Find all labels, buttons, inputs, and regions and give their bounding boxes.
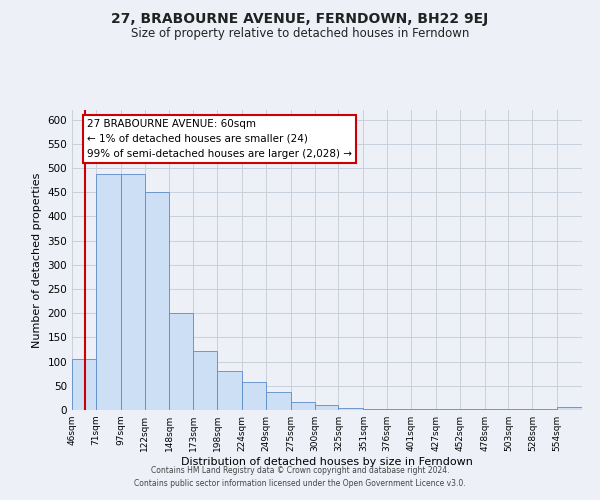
Bar (145, 192, 169, 410)
Bar (72, 359, 96, 410)
Text: Size of property relative to detached houses in Ferndown: Size of property relative to detached ho… (131, 28, 469, 40)
Text: Contains HM Land Registry data © Crown copyright and database right 2024.
Contai: Contains HM Land Registry data © Crown c… (134, 466, 466, 487)
Bar (121, 174, 145, 410)
X-axis label: Distribution of detached houses by size in Ferndown: Distribution of detached houses by size … (181, 457, 473, 467)
Bar (387, 408, 411, 410)
Bar (485, 408, 508, 410)
Text: 27 BRABOURNE AVENUE: 60sqm
← 1% of detached houses are smaller (24)
99% of semi-: 27 BRABOURNE AVENUE: 60sqm ← 1% of detac… (88, 119, 352, 158)
Bar (436, 408, 460, 410)
Text: 27, BRABOURNE AVENUE, FERNDOWN, BH22 9EJ: 27, BRABOURNE AVENUE, FERNDOWN, BH22 9EJ (112, 12, 488, 26)
Bar (217, 372, 242, 410)
Bar (532, 408, 557, 410)
Bar (411, 408, 436, 410)
Bar (363, 408, 387, 410)
Bar (169, 313, 193, 410)
Bar (460, 408, 485, 410)
Y-axis label: Number of detached properties: Number of detached properties (32, 172, 42, 348)
Bar (338, 408, 363, 410)
Bar (291, 402, 314, 410)
Bar (508, 408, 532, 410)
Bar (242, 382, 266, 410)
Bar (193, 351, 217, 410)
Bar (314, 405, 338, 410)
Bar (266, 392, 291, 410)
Bar (96, 174, 121, 410)
Bar (557, 406, 582, 410)
